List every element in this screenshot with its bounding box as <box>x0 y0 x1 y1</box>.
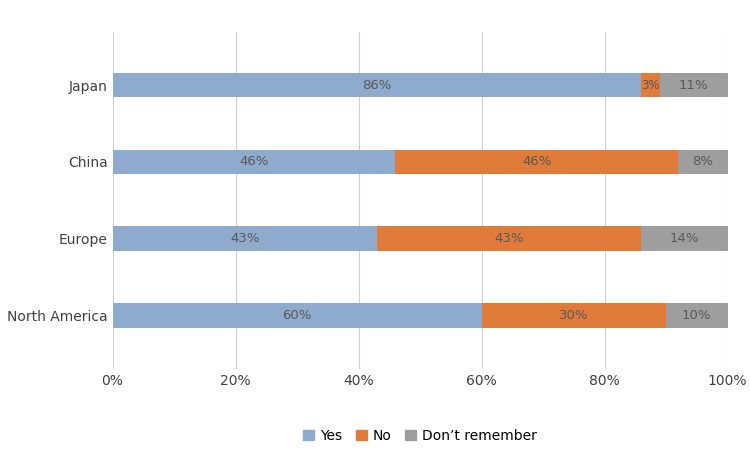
Bar <box>641 226 728 251</box>
Bar <box>660 73 728 98</box>
Text: 10%: 10% <box>682 309 712 322</box>
Legend: Yes, No, Don’t remember: Yes, No, Don’t remember <box>298 423 542 448</box>
Text: 60%: 60% <box>282 309 312 322</box>
Bar <box>112 149 395 174</box>
Text: 46%: 46% <box>239 155 268 168</box>
Text: 11%: 11% <box>679 79 709 92</box>
Bar <box>482 303 666 328</box>
Text: 3%: 3% <box>641 79 660 92</box>
Text: 43%: 43% <box>230 232 260 245</box>
Bar <box>678 149 728 174</box>
Text: 43%: 43% <box>494 232 524 245</box>
Text: 46%: 46% <box>522 155 551 168</box>
Text: 86%: 86% <box>362 79 392 92</box>
Text: 30%: 30% <box>559 309 589 322</box>
Bar <box>641 73 660 98</box>
Bar <box>395 149 678 174</box>
Bar <box>377 226 641 251</box>
Text: 14%: 14% <box>670 232 699 245</box>
Bar <box>112 73 641 98</box>
Text: 8%: 8% <box>692 155 713 168</box>
Bar <box>112 303 482 328</box>
Bar <box>112 226 377 251</box>
Bar <box>666 303 728 328</box>
